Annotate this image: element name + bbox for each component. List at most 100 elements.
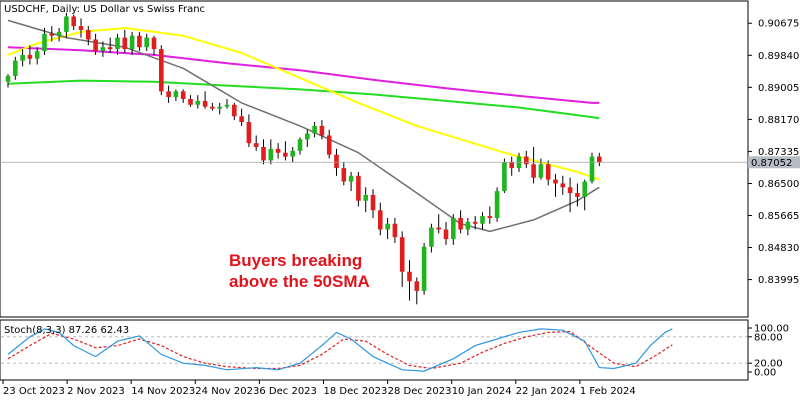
candle-bear	[524, 156, 529, 165]
price-tick-label: 0.83995	[758, 275, 799, 286]
candle-bear	[443, 229, 449, 240]
candle-bear	[246, 122, 252, 144]
candle-bear	[275, 148, 281, 153]
date-tick-label: 14 Nov 2023	[131, 386, 195, 397]
price-tick-label: 0.85665	[758, 211, 799, 222]
price-tick-label: 0.90675	[758, 19, 799, 30]
current-price-label: 0.87052	[751, 158, 792, 169]
candle-bull	[494, 191, 500, 218]
candle-bear	[392, 223, 398, 238]
candle-bear	[253, 143, 259, 147]
candle-bull	[129, 35, 135, 50]
candle-bear	[341, 168, 347, 182]
price-tick-label: 0.88170	[758, 115, 799, 126]
candle-bear	[356, 175, 361, 201]
candle-bear	[472, 221, 478, 224]
date-tick-label: 22 Jan 2024	[516, 386, 576, 397]
candle-bear	[202, 100, 208, 107]
date-tick-label: 10 Jan 2024	[452, 386, 512, 397]
candle-bull	[385, 223, 390, 230]
date-tick-label: 23 Oct 2023	[3, 386, 65, 397]
chart-title: USDCHF, Daily: US Dollar vs Swiss Franc	[4, 4, 205, 15]
candle-bear	[414, 281, 420, 291]
candle-bull	[56, 31, 62, 36]
date-tick-label: 28 Dec 2023	[388, 386, 452, 397]
candle-bull	[421, 246, 427, 291]
candle-bear	[575, 193, 580, 197]
candle-bear	[93, 39, 98, 52]
candle-bull	[173, 91, 179, 98]
candle-bear	[597, 156, 602, 163]
candle-bull	[297, 139, 303, 151]
stoch-tick-label: 80.00	[754, 332, 783, 343]
price-tick-label: 0.89840	[758, 51, 799, 62]
candle-bull	[34, 51, 40, 59]
sma-green-line	[7, 79, 600, 120]
candle-bear	[531, 164, 536, 178]
candle-bull	[144, 37, 149, 48]
candle-bull	[502, 162, 507, 192]
annotation-line-2: above the 50SMA	[229, 272, 370, 291]
candle-bear	[137, 35, 142, 48]
candle-bear	[399, 237, 405, 272]
candle-bull	[429, 227, 434, 247]
candle-bull	[589, 156, 595, 182]
stoch-main-line	[7, 328, 673, 372]
candle-bear	[86, 29, 91, 40]
candle-bear	[458, 217, 463, 230]
candle-bull	[13, 60, 18, 76]
stoch-label: Stoch(8,3,3) 87.26 62.43	[4, 325, 129, 336]
candle-bull	[100, 47, 106, 52]
stoch-tick-label: 100.00	[754, 324, 789, 335]
candle-bull	[480, 216, 485, 224]
price-tick-label: 0.84830	[758, 243, 799, 254]
candle-bull	[582, 181, 587, 197]
date-tick-label: 24 Nov 2023	[195, 386, 259, 397]
candle-bear	[407, 271, 412, 282]
candle-bull	[268, 148, 274, 161]
candle-bull	[217, 106, 222, 109]
candle-bear	[487, 216, 493, 218]
candle-bull	[224, 104, 230, 107]
date-tick-label: 2 Nov 2023	[67, 386, 125, 397]
candle-bull	[348, 175, 354, 182]
candle-bear	[180, 91, 186, 100]
candle-bull	[115, 37, 120, 50]
candle-bull	[363, 194, 368, 201]
stoch-tick-label: 20.00	[754, 359, 783, 370]
candle-bear	[436, 227, 441, 230]
candle-bull	[290, 150, 295, 157]
date-tick-label: 1 Feb 2024	[580, 386, 636, 397]
stoch-signal-line	[7, 330, 673, 370]
candle-bull	[5, 75, 11, 82]
candle-bear	[151, 37, 157, 50]
candle-bear	[78, 26, 84, 30]
candle-bear	[509, 162, 514, 169]
candle-bull	[465, 221, 471, 230]
candle-bear	[49, 33, 55, 36]
candle-bull	[312, 125, 317, 134]
date-tick-label: 18 Dec 2023	[324, 386, 388, 397]
stoch-panel[interactable]	[0, 319, 749, 381]
candle-bull	[451, 217, 456, 240]
candle-bear	[319, 125, 325, 136]
candle-bull	[64, 16, 69, 32]
candle-bear	[567, 187, 573, 194]
price-tick-label: 0.86500	[758, 179, 799, 190]
candle-bear	[107, 47, 113, 50]
candle-bear	[232, 104, 237, 117]
candle-bear	[283, 152, 288, 157]
candle-bull	[195, 100, 201, 105]
candle-bear	[545, 164, 551, 180]
candle-bear	[122, 37, 128, 50]
candle-bear	[239, 116, 244, 123]
candle-bear	[334, 154, 339, 169]
price-tick-label: 0.89005	[758, 83, 799, 94]
current-price-tag	[748, 156, 800, 169]
candle-bear	[166, 91, 171, 98]
candle-bear	[553, 179, 558, 184]
candle-bear	[188, 99, 193, 105]
annotation-line-1: Buyers breaking	[229, 251, 362, 270]
candle-bear	[27, 54, 33, 59]
